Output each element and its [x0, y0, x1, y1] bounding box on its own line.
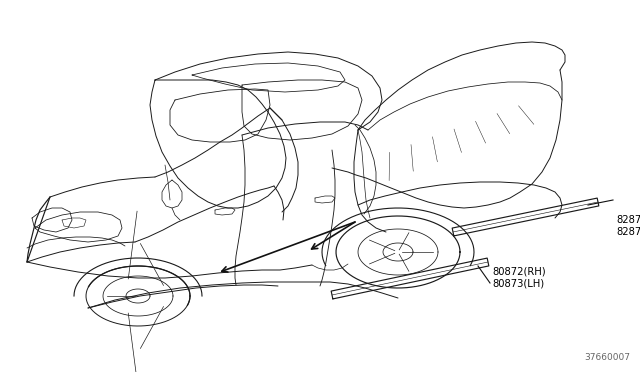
Text: 80873(LH): 80873(LH) [492, 279, 544, 289]
Text: 37660007: 37660007 [584, 353, 630, 362]
Text: 82873(LH): 82873(LH) [616, 227, 640, 237]
Text: 80872(RH): 80872(RH) [492, 267, 546, 277]
Text: 82872(RH): 82872(RH) [616, 215, 640, 225]
